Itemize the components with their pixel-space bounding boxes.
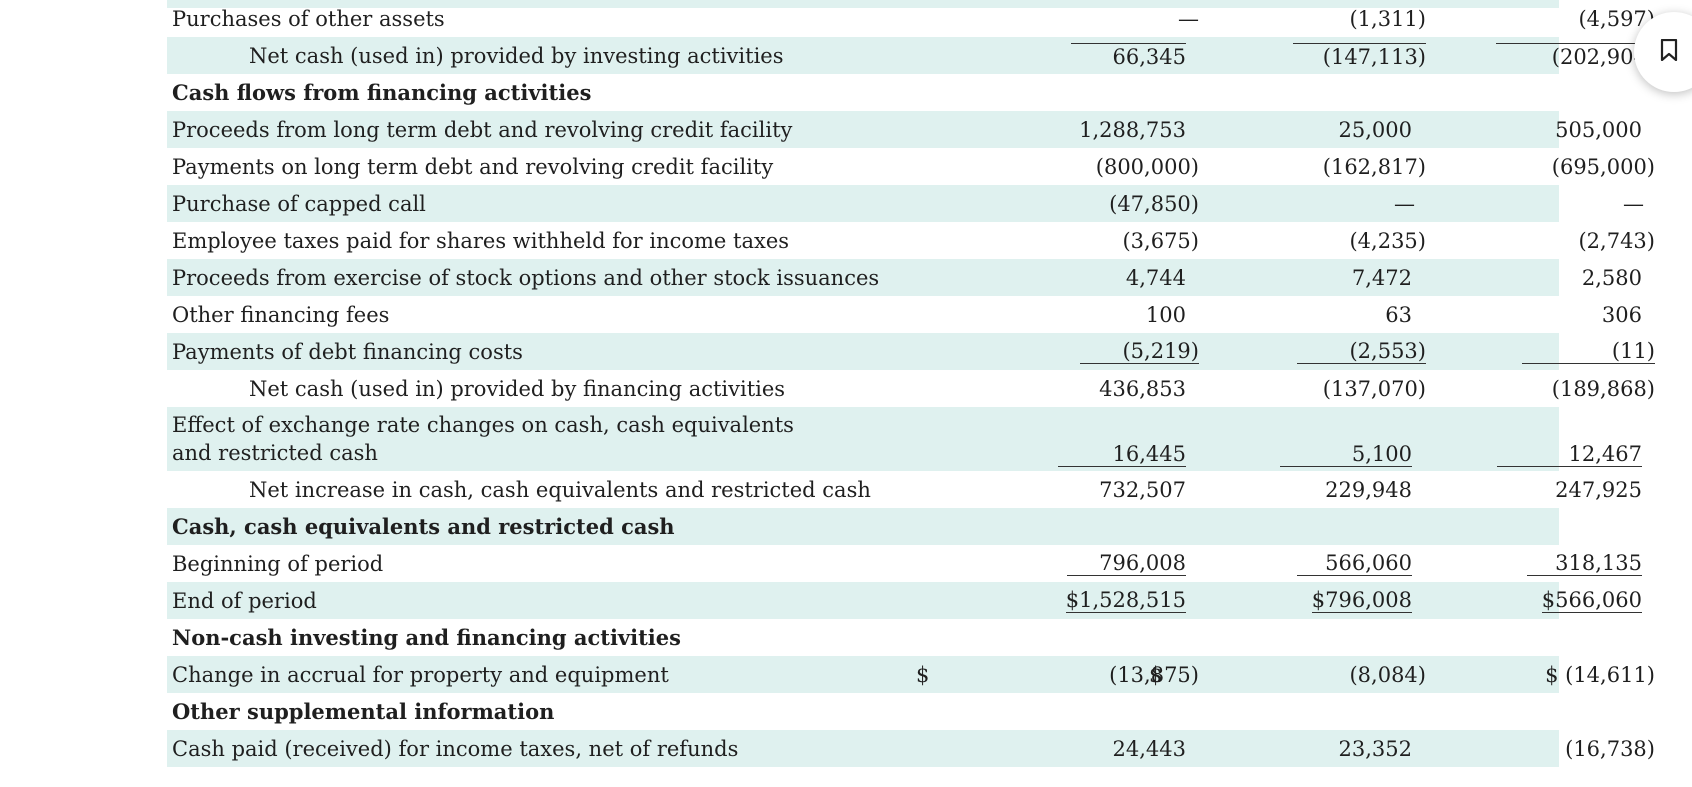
row-label: Effect of exchange rate changes on cash,… <box>172 413 794 465</box>
value-cell: 63 <box>1385 302 1412 327</box>
value-cell: 4,744 <box>1125 265 1186 290</box>
table-row: Change in accrual for property and equip… <box>167 656 1655 693</box>
table-row: Beginning of period 796,008 566,060 318,… <box>167 545 1642 582</box>
value-cell: 306 <box>1601 302 1642 327</box>
row-label: Purchases of other assets <box>172 6 445 31</box>
value-cell: 1,288,753 <box>1079 117 1186 142</box>
value-cell: 5,100 <box>1127 407 1412 471</box>
value-cell: (162,817) <box>1322 154 1426 179</box>
value-cell: (47,850) <box>1109 191 1199 216</box>
currency-symbol: $ <box>916 662 930 687</box>
table-row: Cash paid (received) for income taxes, n… <box>167 730 1655 767</box>
section-heading-row: Other supplemental information <box>167 693 1559 730</box>
value-cell: 247,925 <box>1555 477 1642 502</box>
row-label: Other financing fees <box>172 302 390 327</box>
value-cell: $1,528,515 <box>1065 588 1186 613</box>
cash-flow-statement-table: Purchases of other assets — (1,311) (4,5… <box>167 0 1655 767</box>
table-row: Employee taxes paid for shares withheld … <box>167 222 1655 259</box>
value-cell: 12,467 <box>1347 407 1642 471</box>
table-row: Effect of exchange rate changes on cash,… <box>167 407 1642 471</box>
value-cell: 2,580 <box>1581 265 1642 290</box>
table-row: Purchase of capped call (47,850) — — <box>167 185 1644 222</box>
value-cell: (147,113) <box>1127 37 1426 74</box>
value-cell: 505,000 <box>1555 117 1642 142</box>
value-cell: (189,868) <box>1551 376 1655 401</box>
section-heading: Non-cash investing and financing activit… <box>172 625 681 650</box>
row-label: Cash paid (received) for income taxes, n… <box>172 736 739 761</box>
section-heading: Cash, cash equivalents and restricted ca… <box>172 514 675 539</box>
bookmark-icon <box>1660 38 1678 65</box>
section-heading: Other supplemental information <box>172 699 555 724</box>
value-cell: (11) <box>1347 333 1655 370</box>
value-cell: 25,000 <box>1338 117 1412 142</box>
value-cell: 796,008 <box>907 545 1186 582</box>
row-label: Beginning of period <box>172 551 384 576</box>
table-row: Proceeds from exercise of stock options … <box>167 259 1642 296</box>
value-cell: (4,597) <box>1578 6 1655 31</box>
row-label: Employee taxes paid for shares withheld … <box>172 228 790 253</box>
value-cell: 566,060 <box>1127 545 1412 582</box>
value-cell: $566,060 <box>1541 588 1642 613</box>
row-label: Payments on long term debt and revolving… <box>172 154 774 179</box>
section-heading-row: Cash, cash equivalents and restricted ca… <box>167 508 1559 545</box>
previous-row-strip <box>167 0 1559 8</box>
value-cell: (8,084) <box>1349 662 1426 687</box>
row-label: Proceeds from exercise of stock options … <box>172 265 880 290</box>
value-cell: 23,352 <box>1338 736 1412 761</box>
value-cell: (4,235) <box>1349 228 1426 253</box>
row-label: Net increase in cash, cash equivalents a… <box>249 477 871 502</box>
value-cell: (202,904) <box>1347 37 1655 74</box>
value-cell: (800,000) <box>1095 154 1199 179</box>
value-cell: (3,675) <box>1122 228 1199 253</box>
row-label: Payments of debt financing costs <box>172 339 523 364</box>
currency-symbol: $ <box>1149 662 1163 687</box>
table-row: Proceeds from long term debt and revolvi… <box>167 111 1642 148</box>
value-cell: 229,948 <box>1325 477 1412 502</box>
value-cell: 732,507 <box>1099 477 1186 502</box>
row-label: Change in accrual for property and equip… <box>172 662 669 687</box>
row-label: Net cash (used in) provided by financing… <box>249 376 786 401</box>
table-row: Other financing fees 100 63 306 <box>167 296 1642 333</box>
value-cell: (2,553) <box>1127 333 1426 370</box>
value-cell: (2,743) <box>1578 228 1655 253</box>
value-cell: 66,345 <box>907 37 1186 74</box>
value-cell: $796,008 <box>1311 588 1412 613</box>
table-row: Payments on long term debt and revolving… <box>167 148 1655 185</box>
table-row: Payments of debt financing costs (5,219)… <box>167 333 1655 370</box>
value-cell: 24,443 <box>1112 736 1186 761</box>
table-row: End of period $1,528,515 $796,008 $566,0… <box>167 582 1642 619</box>
value-cell: — <box>1623 191 1644 216</box>
value-cell: (137,070) <box>1322 376 1426 401</box>
table-row: Net increase in cash, cash equivalents a… <box>167 471 1642 508</box>
row-label: Proceeds from long term debt and revolvi… <box>172 117 793 142</box>
value-cell: 16,445 <box>907 407 1186 471</box>
value-cell: (695,000) <box>1551 154 1655 179</box>
value-cell: (5,219) <box>907 333 1199 370</box>
value-cell: (1,311) <box>1349 6 1426 31</box>
row-label: End of period <box>172 588 317 613</box>
value-cell: (13,875) <box>1109 662 1199 687</box>
section-heading-row: Non-cash investing and financing activit… <box>167 619 1559 656</box>
value-cell: — <box>1178 6 1199 31</box>
section-heading: Cash flows from financing activities <box>172 80 592 105</box>
value-cell: 318,135 <box>1347 545 1642 582</box>
table-row: Net cash (used in) provided by investing… <box>167 37 1655 74</box>
value-cell: — <box>1394 191 1415 216</box>
value-cell: 436,853 <box>1099 376 1186 401</box>
table-row: Purchases of other assets — (1,311) (4,5… <box>167 0 1655 37</box>
bookmark-button[interactable] <box>1634 12 1692 92</box>
value-cell: 7,472 <box>1351 265 1412 290</box>
row-label: Net cash (used in) provided by investing… <box>249 43 784 68</box>
value-cell: $ (14,611) <box>1545 662 1655 687</box>
section-heading-row: Cash flows from financing activities <box>167 74 1559 111</box>
row-label: Purchase of capped call <box>172 191 426 216</box>
value-cell: 100 <box>1145 302 1186 327</box>
table-row: Net cash (used in) provided by financing… <box>167 370 1655 407</box>
value-cell: (16,738) <box>1565 736 1655 761</box>
